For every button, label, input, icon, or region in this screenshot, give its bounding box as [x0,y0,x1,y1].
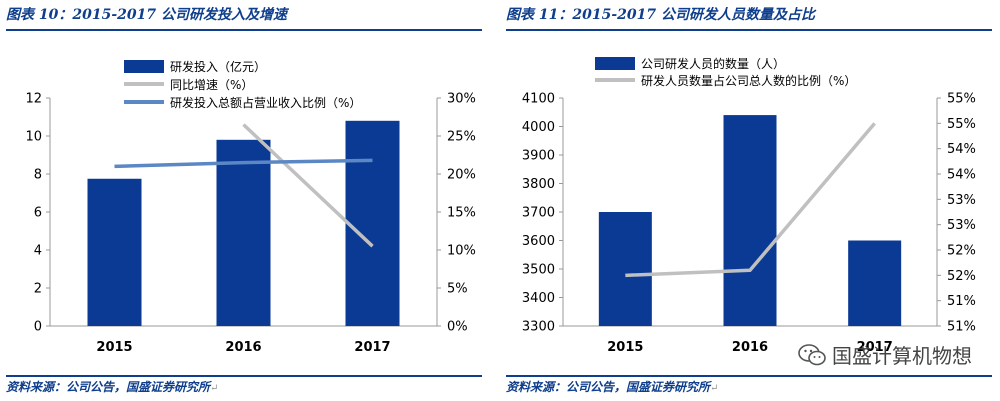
right-left-tick-label: 3800 [522,177,555,192]
left-left-tick-label: 10 [25,130,42,145]
left-legend-label: 同比增速（%） [170,78,253,92]
right-source-rule [506,375,992,377]
left-right-tick-label: 30% [447,92,476,107]
left-right-tick-label: 0% [447,320,468,335]
left-source-note: 资料来源：公司公告，国盛证券研究所↵ [6,378,218,395]
right-right-tick-label: 51% [947,294,976,309]
right-right-tick-label: 51% [947,320,976,335]
right-source-note: 资料来源：公司公告，国盛证券研究所↵ [506,378,718,395]
right-right-tick-label: 52% [947,269,976,284]
right-left-tick-label: 3500 [522,263,555,278]
right-legend-label: 研发人员数量占公司总人数的比例（%） [641,73,856,88]
left-left-tick-label: 4 [34,244,42,259]
left-title-rule [6,29,482,31]
right-left-tick-label: 4100 [522,92,555,107]
right-left-tick-label: 4000 [522,120,555,135]
right-right-tick-label: 54% [947,168,976,183]
left-right-tick-label: 5% [447,282,468,297]
right-left-tick-label: 3300 [522,320,555,335]
right-category-label: 2017 [857,340,893,355]
right-right-tick-label: 53% [947,193,976,208]
left-series-line-2 [114,158,373,169]
right-legend-swatch [595,57,635,70]
right-bar [598,212,652,326]
right-category-label: 2015 [607,340,643,355]
wechat-icon [798,343,826,365]
right-left-tick-label: 3600 [522,234,555,249]
right-bar [848,240,902,326]
left-source-text: 资料来源：公司公告，国盛证券研究所 [6,380,211,394]
left-left-tick-label: 12 [25,92,42,107]
left-right-tick-label: 15% [447,206,476,221]
right-right-tick-label: 54% [947,142,976,157]
right-right-tick-label: 55% [947,92,976,107]
right-bar [723,115,777,326]
right-category-label: 2016 [732,340,768,355]
left-bar [345,120,400,326]
right-title-rule [506,29,992,31]
right-left-tick-label: 3400 [522,291,555,306]
left-bar [87,178,142,326]
left-left-tick-label: 6 [34,206,42,221]
left-category-label: 2015 [96,340,132,355]
right-right-tick-label: 55% [947,117,976,132]
watermark-text: 国盛计算机物想 [832,344,972,368]
left-series-line-1 [242,123,374,248]
left-legend-label: 研发投入（亿元） [170,59,266,74]
left-legend-swatch [124,60,164,73]
right-left-tick-label: 3700 [522,206,555,221]
left-chart: 0 2 4 6 8 10 12 0% 5% 10% 15% 20% 25% 30% 2015 2016 2017… [25,59,476,355]
left-left-tick-label: 0 [34,320,42,335]
right-right-tick-label: 52% [947,244,976,259]
left-bar [216,139,271,326]
right-legend-label: 公司研发人员的数量（人） [641,56,785,71]
left-category-label: 2016 [225,340,261,355]
right-right-tick-label: 53% [947,218,976,233]
right-return-mark: ↵ [710,383,719,394]
left-category-label: 2017 [354,340,390,355]
left-chart-panel: 图表 10：2015-2017 公司研发投入及增速 0 2 4 6 8 10 12 0% 5% 1… [0,0,490,401]
watermark: 国盛计算机物想 [798,340,972,369]
right-chart: 3300 3400 3500 3600 3700 3800 3900 4000 4100 51% 5… [522,56,976,355]
left-legend-label: 研发投入总额占营业收入比例（%） [170,95,361,110]
right-chart-panel: 图表 11：2015-2017 公司研发人员数量及占比 3300 3400 3500… [500,0,1000,401]
right-source-text: 资料来源：公司公告，国盛证券研究所 [506,380,711,394]
left-left-tick-label: 8 [34,168,42,183]
left-left-tick-label: 2 [34,282,42,297]
left-source-rule [6,375,482,377]
left-right-tick-label: 10% [447,244,476,259]
left-return-mark: ↵ [210,383,219,394]
left-figure-title: 图表 10：2015-2017 公司研发投入及增速 [6,7,287,23]
left-right-tick-label: 25% [447,130,476,145]
right-series-line-1 [625,122,877,278]
right-figure-title: 图表 11：2015-2017 公司研发人员数量及占比 [506,7,815,23]
right-left-tick-label: 3900 [522,149,555,164]
left-right-tick-label: 20% [447,168,476,183]
